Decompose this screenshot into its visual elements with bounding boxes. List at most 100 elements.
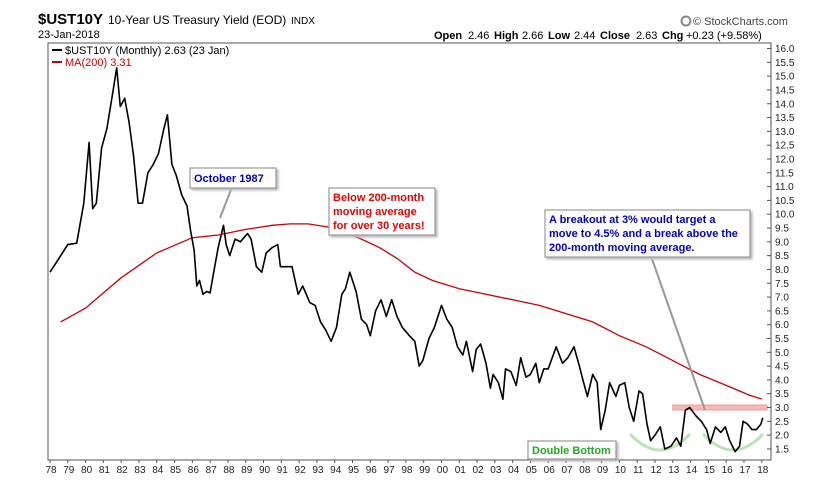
chart-exchange: INDX <box>291 16 315 27</box>
low-label: Low <box>548 30 570 42</box>
high-value: 2.66 <box>522 30 543 42</box>
stockcharts-logo: © StockCharts.com <box>680 15 788 28</box>
y-tick-label: 12.5 <box>775 141 795 152</box>
y-axis: 1.5 2.0 2.5 3.0 3.5 4.0 4.5 5.0 5.5 6.0 6.5 7.0 7.5 8… <box>767 44 795 455</box>
x-tick-label: 87 <box>206 465 218 476</box>
legend-label-ma: MA(200) 3.31 <box>65 57 132 69</box>
close-value: 2.63 <box>636 30 657 42</box>
x-tick-label: 86 <box>188 465 200 476</box>
x-tick-label: 16 <box>722 465 734 476</box>
chart-date: 23-Jan-2018 <box>38 29 100 41</box>
y-tick-label: 14.5 <box>775 85 795 96</box>
x-tick-label: 03 <box>490 465 502 476</box>
legend: $UST10Y (Monthly) 2.63 (23 Jan) MA(200) … <box>52 45 229 69</box>
x-tick-label: 81 <box>99 465 111 476</box>
x-tick-label: 09 <box>597 465 609 476</box>
text-below-ma-3: for over 30 years! <box>333 220 425 232</box>
x-axis: 78 79 80 81 82 83 84 85 86 87 88 89 90 91 92 93 94 95 96 97… <box>45 460 769 476</box>
x-tick-label: 12 <box>650 465 662 476</box>
y-tick-label: 4.5 <box>775 362 789 373</box>
x-tick-label: 85 <box>170 465 182 476</box>
y-tick-label: 9.0 <box>775 237 789 248</box>
x-tick-label: 00 <box>437 465 449 476</box>
annotation-october-1987: October 1987 <box>189 167 277 219</box>
y-tick-label: 10.5 <box>775 196 795 207</box>
x-tick-label: 01 <box>455 465 467 476</box>
x-tick-label: 97 <box>384 465 396 476</box>
y-tick-label: 5.0 <box>775 348 789 359</box>
annotation-double-bottom: Double Bottom <box>527 440 617 460</box>
x-tick-label: 92 <box>295 465 307 476</box>
chg-value: +0.23 (+9.58%) <box>686 30 762 42</box>
yield-line <box>49 67 764 453</box>
low-value: 2.44 <box>574 30 595 42</box>
x-tick-label: 91 <box>277 465 289 476</box>
y-tick-label: 7.0 <box>775 293 789 304</box>
x-tick-label: 95 <box>348 465 360 476</box>
x-tick-label: 82 <box>117 465 129 476</box>
y-tick-label: 15.5 <box>775 58 795 69</box>
annotation-breakout: A breakout at 3% would target a move to … <box>544 209 751 411</box>
y-tick-label: 10.0 <box>775 210 795 221</box>
ohlc-readout: Open 2.46 High 2.66 Low 2.44 Close 2.63 … <box>434 30 762 42</box>
text-below-ma-1: Below 200-month <box>333 192 424 204</box>
brand-text: © StockCharts.com <box>693 16 788 28</box>
box-breakout <box>544 209 751 258</box>
annotation-below-ma: Below 200-month moving average for over … <box>328 187 436 236</box>
x-tick-label: 10 <box>615 465 627 476</box>
x-tick-label: 14 <box>686 465 698 476</box>
text-double-bottom: Double Bottom <box>532 445 611 457</box>
double-bottom-arc-left <box>628 432 692 452</box>
open-label: Open <box>434 30 462 42</box>
x-tick-label: 04 <box>508 465 520 476</box>
x-tick-label: 99 <box>419 465 431 476</box>
text-breakout-1: A breakout at 3% would target a <box>549 214 716 226</box>
x-tick-label: 79 <box>63 465 75 476</box>
y-tick-label: 1.5 <box>775 444 789 455</box>
y-tick-label: 13.5 <box>775 113 795 124</box>
x-tick-label: 15 <box>704 465 716 476</box>
x-tick-label: 05 <box>526 465 538 476</box>
gear-icon <box>680 15 692 27</box>
x-tick-label: 18 <box>757 465 769 476</box>
y-tick-label: 2.0 <box>775 431 789 442</box>
x-tick-label: 84 <box>152 465 164 476</box>
y-tick-label: 8.5 <box>775 251 789 262</box>
y-tick-label: 7.5 <box>775 279 789 290</box>
x-tick-label: 08 <box>579 465 591 476</box>
close-label: Close <box>600 30 630 42</box>
y-tick-label: 15.0 <box>775 72 795 83</box>
x-tick-label: 80 <box>81 465 93 476</box>
y-tick-label: 12.0 <box>775 154 795 165</box>
x-tick-label: 07 <box>561 465 573 476</box>
y-tick-label: 9.5 <box>775 224 789 235</box>
y-tick-label: 13.0 <box>775 127 795 138</box>
y-tick-label: 14.0 <box>775 99 795 110</box>
y-tick-label: 11.0 <box>775 182 794 193</box>
x-tick-label: 11 <box>633 465 644 476</box>
pointer-breakout <box>650 255 706 411</box>
pointer-october-1987 <box>219 186 233 219</box>
x-tick-label: 96 <box>366 465 378 476</box>
x-tick-label: 06 <box>544 465 556 476</box>
text-breakout-3: 200-month moving average. <box>549 242 695 254</box>
box-below-ma <box>328 187 436 236</box>
legend-label-yield: $UST10Y (Monthly) 2.63 (23 Jan) <box>65 45 229 57</box>
y-tick-label: 6.0 <box>775 320 789 331</box>
x-tick-label: 89 <box>241 465 253 476</box>
x-tick-label: 13 <box>668 465 680 476</box>
y-tick-label: 8.0 <box>775 265 789 276</box>
x-tick-label: 93 <box>312 465 324 476</box>
text-breakout-2: move to 4.5% and a break above the <box>549 228 738 240</box>
box-october-1987 <box>189 167 277 189</box>
x-tick-label: 83 <box>134 465 146 476</box>
chg-label: Chg <box>662 30 683 42</box>
x-tick-label: 88 <box>223 465 235 476</box>
y-tick-label: 3.0 <box>775 403 789 414</box>
open-value: 2.46 <box>468 30 489 42</box>
chart-symbol: $UST10Y <box>38 11 103 28</box>
y-tick-label: 4.0 <box>775 375 789 386</box>
chart-title: 10-Year US Treasury Yield (EOD) <box>108 13 286 27</box>
y-tick-label: 16.0 <box>775 44 795 55</box>
